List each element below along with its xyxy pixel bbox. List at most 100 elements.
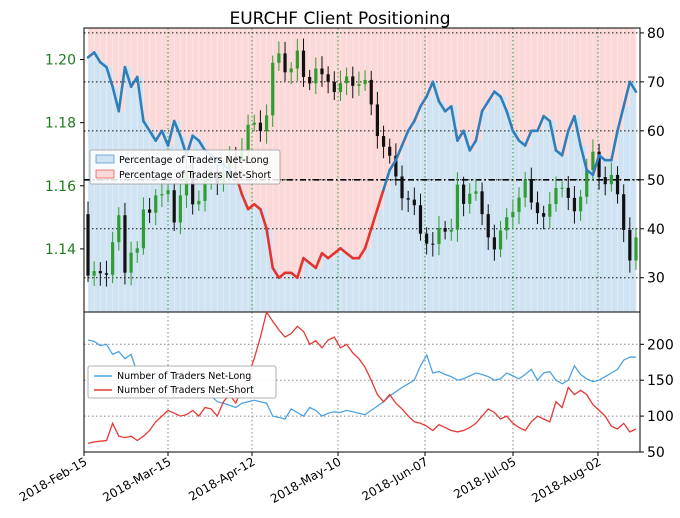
net-long-fill: [562, 155, 569, 312]
net-long-fill: [124, 67, 132, 312]
net-short-fill: [365, 28, 372, 249]
candle-body: [468, 193, 472, 204]
candle-body: [535, 202, 540, 214]
net-long-fill: [217, 160, 224, 312]
right-tick-label-bottom: 150: [647, 373, 674, 389]
candle-body: [585, 169, 589, 197]
positioning-segment: [449, 105, 459, 142]
net-short-fill: [371, 28, 378, 229]
net-short-fill: [611, 28, 619, 161]
candle-body: [111, 242, 115, 275]
bottom-legend: Number of Traders Net-Long Number of Trad…: [87, 365, 277, 399]
net-long-fill: [531, 130, 538, 312]
candle-body: [191, 171, 195, 205]
net-short-fill: [106, 28, 114, 68]
net-short-fill: [309, 28, 317, 264]
candle-body: [406, 198, 410, 200]
candle-body: [369, 79, 373, 105]
candle-body: [578, 196, 583, 212]
candle-body: [135, 248, 139, 253]
candle-body: [252, 122, 256, 125]
net-long-fill: [352, 258, 360, 312]
net-short-fill: [451, 28, 458, 107]
net-long-fill: [599, 155, 606, 312]
candle-body: [264, 115, 269, 132]
candle-body: [141, 209, 146, 249]
net-long-fill: [365, 248, 372, 312]
positioning-segment: [154, 129, 164, 142]
net-long-fill: [297, 277, 305, 312]
candle-body: [203, 177, 207, 201]
net-long-fill: [309, 263, 317, 312]
net-long-fill: [321, 253, 329, 312]
net-short-fill: [506, 28, 514, 112]
positioning-segment: [111, 85, 121, 113]
net-short-fill: [432, 28, 440, 82]
positioning-segment: [92, 51, 102, 64]
net-short-fill: [568, 28, 575, 131]
positioning-segment: [117, 65, 127, 113]
positioning-segment: [363, 227, 373, 250]
x-tick-label: 2018-Aug-02: [529, 454, 603, 505]
net-long-fill: [174, 121, 181, 312]
net-short-fill: [543, 28, 551, 117]
top-panel-fills: [88, 28, 637, 313]
candle-body: [104, 273, 109, 275]
net-long-fill: [445, 111, 452, 312]
positioning-segment: [597, 154, 607, 162]
net-long-fill: [100, 62, 107, 312]
net-short-fill: [174, 28, 181, 122]
top-legend: Percentage of Traders Net-Long Percentage…: [89, 149, 281, 185]
net-short-fill: [118, 28, 126, 112]
net-long-fill: [586, 170, 594, 312]
net-long-fill: [414, 121, 421, 312]
positioning-segment: [511, 129, 521, 142]
positioning-segment: [628, 80, 638, 93]
net-short-fill: [555, 28, 563, 151]
net-short-fill: [204, 28, 212, 151]
positioning-segment: [259, 207, 268, 231]
net-short-fill: [260, 28, 268, 210]
positioning-segment: [160, 129, 170, 147]
net-long-fill: [488, 101, 495, 312]
right-tick-label: 60: [647, 124, 665, 140]
net-short-fill: [346, 28, 354, 254]
candle-body: [197, 200, 201, 205]
positioning-segment: [240, 193, 250, 211]
positioning-segment: [523, 129, 533, 147]
candle-body: [246, 124, 250, 151]
positioning-segment: [123, 65, 133, 89]
candles: [86, 38, 638, 287]
net-long-fill: [112, 86, 120, 312]
candle-body: [375, 104, 379, 137]
positioning-segment: [339, 247, 348, 255]
positioning-segment: [296, 256, 305, 280]
net-long-fill: [266, 228, 274, 312]
net-short-fill: [500, 28, 508, 97]
candle-body: [129, 252, 133, 273]
net-long-fill: [358, 258, 366, 312]
net-short-fill: [549, 28, 557, 122]
net-long-fill: [161, 130, 169, 312]
net-long-fill: [88, 57, 95, 313]
net-short-fill: [402, 28, 409, 146]
right-tick-label-bottom: 100: [647, 409, 674, 425]
candle-body: [289, 68, 293, 73]
net-short-fill: [629, 28, 637, 82]
right-tick-label-bottom: 50: [647, 445, 665, 461]
net-short-fill: [605, 28, 612, 161]
positioning-segment: [622, 80, 632, 108]
net-short-fill: [161, 28, 169, 131]
positioning-line: [86, 51, 638, 280]
net-short-fill: [315, 28, 323, 268]
net-long-fill: [303, 258, 311, 312]
net-short-fill: [180, 28, 188, 136]
candle-body: [301, 50, 306, 77]
x-tick-label: 2018-Apr-12: [186, 454, 257, 503]
net-long-fill: [623, 106, 631, 313]
positioning-segment: [462, 129, 472, 152]
net-short-fill: [377, 28, 385, 210]
net-long-fill: [377, 209, 385, 312]
candle-body: [154, 195, 158, 213]
net-short-fill: [512, 28, 520, 131]
